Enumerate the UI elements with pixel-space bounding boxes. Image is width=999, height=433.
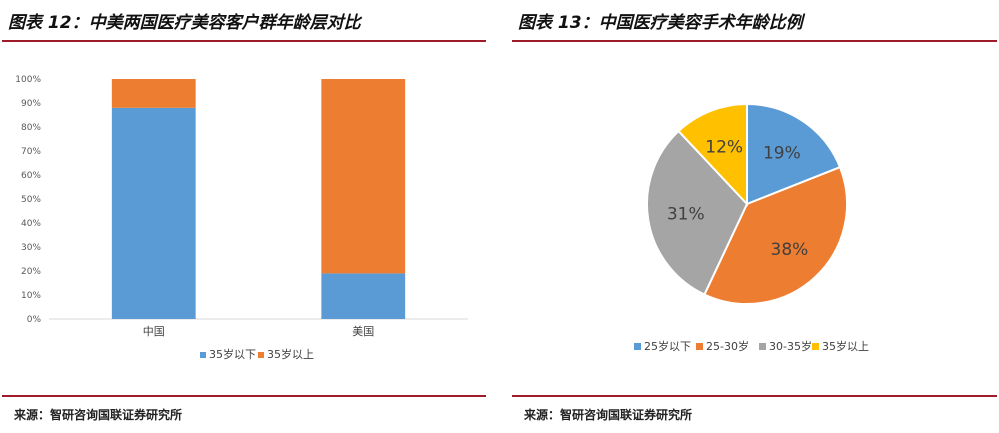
legend-swatch bbox=[634, 343, 641, 350]
pie-slice bbox=[746, 102, 842, 206]
left-footer-divider bbox=[2, 395, 486, 397]
right-figure-panel: 图表 13：中国医疗美容手术年龄比例 19% 38% 31% 12% 25岁以下 25-3… bbox=[510, 0, 999, 433]
legend-label: 35岁以下 bbox=[209, 347, 256, 361]
legend-label: 25-30岁 bbox=[706, 339, 749, 353]
pie-slice bbox=[646, 129, 749, 296]
legend-swatch bbox=[696, 343, 703, 350]
y-tick-label: 100% bbox=[15, 75, 41, 85]
x-category-label: 中国 bbox=[143, 325, 165, 338]
left-source-note: 来源：智研咨询国联证券研究所 bbox=[14, 408, 183, 422]
legend-label: 30-35岁 bbox=[769, 339, 812, 353]
legend-swatch bbox=[812, 343, 819, 350]
bar-segment bbox=[111, 79, 196, 108]
y-tick-label: 90% bbox=[21, 99, 41, 109]
y-tick-label: 70% bbox=[21, 147, 41, 157]
y-tick-label: 60% bbox=[21, 171, 41, 181]
y-tick-label: 30% bbox=[21, 243, 41, 253]
bar-segment bbox=[321, 79, 406, 274]
left-figure-title: 图表 12：中美两国医疗美容客户群年龄层对比 bbox=[8, 13, 361, 33]
pie-data-label: 38% bbox=[771, 240, 809, 260]
y-tick-label: 40% bbox=[21, 219, 41, 229]
left-title-divider bbox=[2, 40, 486, 42]
pie-chart: 19% 38% 31% 12% 25岁以下 25-30岁 30-35岁 35岁以上 bbox=[634, 102, 869, 353]
bar-segment bbox=[111, 107, 196, 319]
y-tick-label: 10% bbox=[21, 291, 41, 301]
right-figure-title: 图表 13：中国医疗美容手术年龄比例 bbox=[518, 13, 803, 33]
left-figure-panel: 图表 12：中美两国医疗美容客户群年龄层对比 0% 10% 20% 30% 40% 50%… bbox=[0, 0, 488, 433]
bar-segment bbox=[321, 273, 406, 319]
x-category-label: 美国 bbox=[352, 325, 374, 338]
right-source-note: 来源：智研咨询国联证券研究所 bbox=[524, 408, 693, 422]
stacked-bar-chart: 0% 10% 20% 30% 40% 50% 60% 70% 80% 90% 100% 中国 美国 35岁… bbox=[15, 75, 468, 361]
legend-swatch bbox=[258, 352, 264, 358]
pie-data-label: 31% bbox=[667, 205, 705, 225]
legend-label: 35岁以上 bbox=[267, 347, 314, 361]
legend-swatch bbox=[759, 343, 766, 350]
legend-label: 25岁以下 bbox=[644, 339, 691, 353]
y-tick-label: 0% bbox=[27, 315, 42, 325]
right-footer-divider bbox=[512, 395, 997, 397]
legend-label: 35岁以上 bbox=[822, 339, 869, 353]
y-tick-label: 20% bbox=[21, 267, 41, 277]
pie-slice bbox=[703, 165, 848, 305]
pie-slice bbox=[677, 102, 748, 207]
y-tick-label: 50% bbox=[21, 195, 41, 205]
pie-data-label: 19% bbox=[763, 144, 801, 164]
pie-data-label: 12% bbox=[705, 137, 743, 157]
y-tick-label: 80% bbox=[21, 123, 41, 133]
right-title-divider bbox=[512, 40, 997, 42]
legend-swatch bbox=[200, 352, 206, 358]
